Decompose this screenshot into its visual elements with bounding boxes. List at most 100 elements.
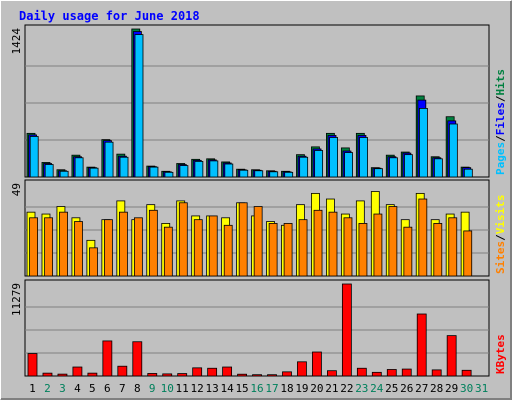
bar-sites-day-24-body <box>373 213 383 277</box>
bar-pages-day-6-body <box>104 141 114 178</box>
bar-pages-day-7-edge <box>120 158 123 177</box>
bar-sites-day-3 <box>59 211 68 277</box>
bar-kbytes-day-23 <box>356 367 367 377</box>
bar-kbytes-day-22 <box>341 283 352 377</box>
bar-pages-day-2-body <box>44 164 54 178</box>
bar-kbytes-day-14-edge <box>223 367 225 376</box>
bar-kbytes-day-16 <box>252 374 262 377</box>
bar-pages-day-10-body <box>164 171 174 178</box>
bar-sites-day-5-body <box>89 247 98 277</box>
bar-pages-day-24-body <box>374 168 383 178</box>
bar-pages-day-26-edge <box>405 155 407 177</box>
bar-sites-day-8-body <box>133 217 143 277</box>
bar-sites-day-15 <box>238 202 248 277</box>
bar-pages-day-8 <box>134 34 144 178</box>
bar-pages-day-16-body <box>254 170 264 178</box>
x-axis-labels: 1 2 3 4 5 6 7 8 9 10 11 12 13 14 15 16 17 18 19 20 21 22 23 24 2… <box>29 382 488 395</box>
bar-pages-day-21 <box>329 137 339 178</box>
bar-sites-day-2-body <box>44 217 53 277</box>
bar-pages-day-28-edge <box>435 159 437 177</box>
bar-kbytes-day-14 <box>222 366 233 377</box>
bar-pages-day-28-body <box>433 158 443 178</box>
x-tick-day-9: 9 <box>149 382 156 395</box>
bar-kbytes-day-12-edge <box>193 368 195 376</box>
bar-kbytes-day-18-edge <box>283 372 285 376</box>
bar-sites-day-16 <box>253 206 263 277</box>
bar-kbytes-day-13-body <box>207 367 218 377</box>
bar-kbytes-day-28-body <box>431 369 442 377</box>
bar-kbytes-day-2-edge <box>43 373 45 376</box>
bar-sites-day-13-body <box>208 215 218 277</box>
x-tick-day-10: 10 <box>161 382 174 395</box>
bar-sites-day-17-edge <box>269 224 272 276</box>
bar-sites-day-10 <box>163 226 173 277</box>
bar-sites-day-24 <box>373 213 383 277</box>
bar-kbytes-day-4-body <box>72 366 83 377</box>
bar-kbytes-day-11 <box>177 373 188 377</box>
bar-pages-day-3 <box>59 170 69 178</box>
x-tick-day-31: 31 <box>475 382 488 395</box>
legend-visits: Visits <box>494 195 507 235</box>
bar-visits-day-17-edge <box>267 222 269 276</box>
bar-kbytes-day-27-body <box>416 313 427 377</box>
bar-pages-day-13 <box>209 160 219 178</box>
bar-pages-day-21-edge <box>330 138 332 177</box>
bar-sites-day-28 <box>433 223 443 277</box>
bar-visits-day-22-edge <box>342 214 344 276</box>
bar-sites-day-14-body <box>223 224 233 277</box>
bar-visits-day-12-edge <box>192 216 194 276</box>
bar-kbytes-day-6-body <box>102 340 113 377</box>
bar-pages-day-9-body <box>149 166 159 178</box>
bar-kbytes-day-5-edge <box>88 373 90 376</box>
bar-pages-day-4 <box>74 157 84 178</box>
bar-sites-day-20 <box>313 209 323 277</box>
bar-pages-day-9-edge <box>150 167 152 177</box>
bar-kbytes-day-3-body <box>57 373 68 377</box>
bar-sites-day-21-body <box>328 211 338 277</box>
x-tick-day-25: 25 <box>385 382 398 395</box>
bar-pages-day-16-edge <box>255 171 257 177</box>
bar-visits-day-28-edge <box>431 220 434 276</box>
bar-kbytes-day-30-edge <box>462 371 465 376</box>
bar-pages-day-19 <box>299 156 309 178</box>
bar-kbytes-day-19-edge <box>298 362 300 376</box>
bar-sites-day-7 <box>119 211 128 277</box>
bar-sites-day-23 <box>358 223 368 277</box>
x-tick-day-7: 7 <box>119 382 126 395</box>
bar-pages-day-30-body <box>463 168 473 178</box>
bar-kbytes-day-29-edge <box>447 336 450 376</box>
bar-kbytes-day-27-edge <box>418 314 420 376</box>
bar-visits-day-19-edge <box>297 205 299 276</box>
bar-sites-day-29-body <box>448 217 458 277</box>
bar-sites-day-26 <box>403 226 413 277</box>
x-tick-day-6: 6 <box>104 382 111 395</box>
bar-pages-day-13-body <box>209 160 219 178</box>
bar-kbytes-day-23-body <box>356 367 367 377</box>
bar-sites-day-27-edge <box>419 199 421 276</box>
bar-visits-day-5-edge <box>87 241 89 276</box>
bar-pages-day-5-body <box>89 167 99 178</box>
bar-kbytes-day-22-edge <box>343 284 345 376</box>
bar-kbytes-day-28 <box>431 369 442 377</box>
bar-kbytes-day-5-body <box>87 372 98 377</box>
bar-kbytes-day-12-body <box>192 367 203 377</box>
bar-pages-day-16 <box>254 170 264 178</box>
bar-kbytes-day-22-body <box>341 283 352 377</box>
x-tick-day-24: 24 <box>370 382 384 395</box>
bar-kbytes-day-7 <box>117 365 128 377</box>
bar-kbytes-day-28-edge <box>432 370 435 376</box>
bar-sites-day-17-body <box>268 223 278 277</box>
bar-pages-day-3-edge <box>60 172 63 177</box>
bar-kbytes-day-26-body <box>401 368 412 377</box>
bar-kbytes-day-24 <box>371 371 382 377</box>
legend-sites: Sites <box>494 241 507 274</box>
bar-pages-day-1-body <box>29 136 39 178</box>
x-tick-day-18: 18 <box>280 382 293 395</box>
bar-pages-day-24 <box>374 168 383 178</box>
bar-kbytes-day-2-body <box>42 372 53 377</box>
bar-pages-day-14-edge <box>225 164 227 177</box>
bar-kbytes-day-15-body <box>237 373 247 377</box>
bar-pages-day-2 <box>44 164 54 178</box>
